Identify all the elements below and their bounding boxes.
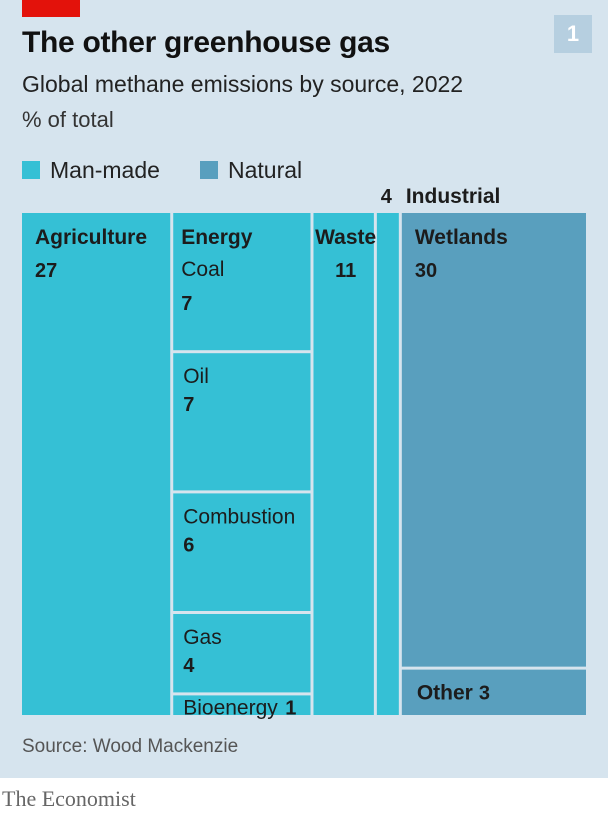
chart-number-badge: 1 bbox=[554, 15, 592, 53]
brand-red-bar bbox=[22, 0, 80, 17]
value-industrial: 4 bbox=[381, 186, 393, 208]
economist-logo: The Economist bbox=[2, 786, 136, 811]
legend-label-man-made: Man-made bbox=[50, 156, 160, 183]
legend-label-natural: Natural bbox=[228, 156, 303, 183]
chart-subtitle: Global methane emissions by source, 2022 bbox=[22, 71, 464, 97]
tile-energy-bioenergy bbox=[173, 695, 311, 715]
value-other: 3 bbox=[479, 683, 490, 705]
tile-energy-coal bbox=[173, 213, 311, 351]
value-waste: 11 bbox=[335, 260, 356, 282]
tile-industrial bbox=[376, 213, 399, 715]
tile-energy-oil bbox=[173, 353, 311, 491]
label-industrial: Industrial bbox=[406, 185, 501, 208]
treemap-chart: Agriculture 27 Energy Coal 7 Oil 7 Combustion 6 G… bbox=[22, 185, 586, 719]
label-other: Other bbox=[417, 682, 473, 705]
value-wetlands: 30 bbox=[415, 260, 437, 282]
legend-item-natural: Natural bbox=[200, 156, 302, 184]
tile-wetlands bbox=[401, 213, 586, 667]
label-energy-coal: Coal bbox=[181, 258, 224, 281]
value-energy-coal: 7 bbox=[181, 293, 192, 315]
label-energy-gas: Gas bbox=[183, 626, 222, 649]
label-energy-combustion: Combustion bbox=[183, 505, 295, 528]
label-wetlands: Wetlands bbox=[415, 226, 508, 249]
legend-swatch-man-made bbox=[22, 161, 40, 179]
source-note: Source: Wood Mackenzie bbox=[22, 736, 239, 757]
value-energy-bioenergy: 1 bbox=[285, 697, 296, 719]
value-agriculture: 27 bbox=[35, 260, 57, 282]
chart-title: The other greenhouse gas bbox=[22, 26, 390, 59]
legend-item-man-made: Man-made bbox=[22, 156, 160, 184]
value-energy-gas: 4 bbox=[183, 655, 195, 677]
value-energy-combustion: 6 bbox=[183, 534, 194, 556]
value-energy-oil: 7 bbox=[183, 394, 194, 416]
unit-label: % of total bbox=[22, 107, 114, 132]
tile-other bbox=[401, 669, 586, 715]
label-waste: Waste bbox=[315, 226, 376, 249]
label-energy-bioenergy: Bioenergy bbox=[183, 696, 278, 719]
label-agriculture: Agriculture bbox=[35, 226, 147, 249]
legend-swatch-natural bbox=[200, 161, 218, 179]
tile-energy-gas bbox=[173, 614, 311, 693]
tile-agriculture bbox=[22, 213, 171, 715]
tile-waste bbox=[313, 213, 374, 715]
label-energy-oil: Oil bbox=[183, 365, 209, 388]
label-energy: Energy bbox=[181, 226, 253, 249]
tile-energy-combustion bbox=[173, 493, 311, 611]
